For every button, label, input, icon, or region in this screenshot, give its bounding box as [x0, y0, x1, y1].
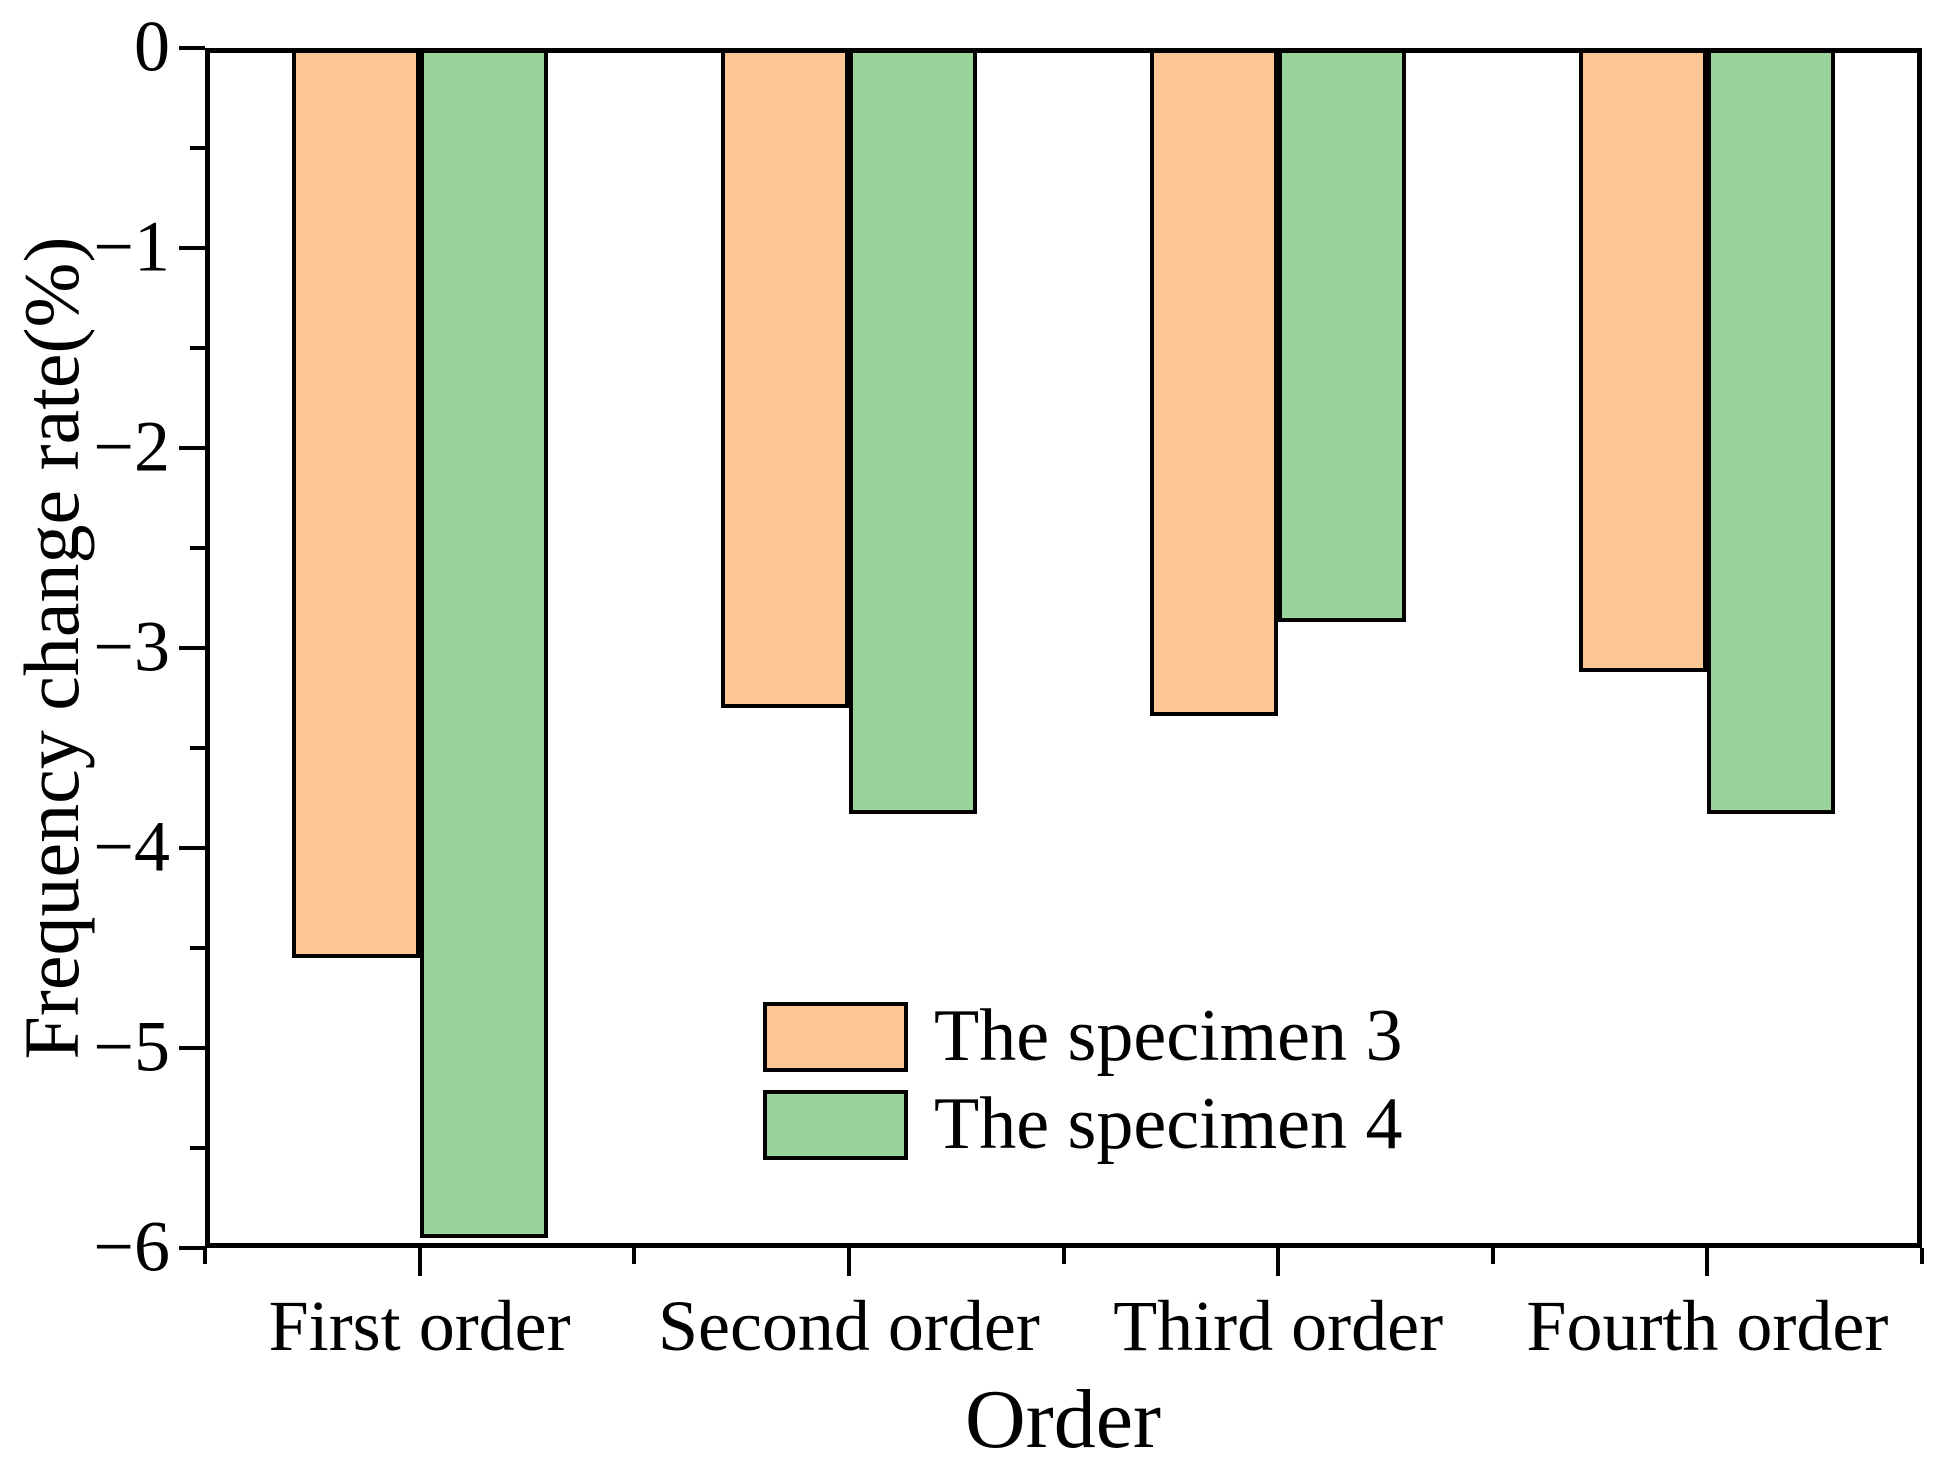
- x-tick-label: Third order: [1113, 1286, 1444, 1366]
- x-minor-tick: [1920, 1248, 1924, 1264]
- y-major-tick: [179, 246, 205, 250]
- y-major-tick: [179, 646, 205, 650]
- x-tick-label: Second order: [657, 1286, 1040, 1366]
- legend: The specimen 3 The specimen 4: [763, 995, 1403, 1173]
- x-minor-tick: [632, 1248, 637, 1264]
- plot-area: The specimen 3 The specimen 4 0 −1 −2 −3 −4 −5…: [93, 11, 1924, 1362]
- y-minor-tick: [190, 1146, 205, 1150]
- bar-fourth-order-the-specimen-4: [1707, 48, 1836, 814]
- y-minor-tick: [190, 146, 205, 150]
- x-minor-tick: [1061, 1248, 1066, 1264]
- y-major-tick: [179, 46, 205, 50]
- legend-swatch-icon: [763, 1089, 908, 1160]
- legend-label: The specimen 4: [934, 1082, 1403, 1165]
- y-major-tick: [179, 446, 205, 450]
- x-major-tick: [1276, 1248, 1281, 1276]
- legend-entry: The specimen 3: [763, 995, 1403, 1077]
- y-tick-label: −5: [93, 1006, 170, 1087]
- y-minor-tick: [190, 546, 205, 550]
- x-axis-title: Order: [965, 1373, 1161, 1466]
- bar-third-order-the-specimen-3: [1150, 48, 1279, 716]
- y-tick-label: −6: [93, 1206, 170, 1287]
- x-minor-tick: [203, 1248, 207, 1264]
- y-tick-label: 0: [134, 6, 170, 87]
- legend-swatch-icon: [763, 1001, 908, 1072]
- bar-first-order-the-specimen-4: [419, 48, 548, 1238]
- y-tick-label: −1: [93, 206, 170, 287]
- y-tick-label: −4: [93, 806, 170, 887]
- bar-second-order-the-specimen-4: [848, 48, 977, 814]
- legend-label: The specimen 3: [934, 995, 1403, 1077]
- x-tick-label: Fourth order: [1526, 1286, 1889, 1366]
- x-minor-tick: [1490, 1248, 1495, 1264]
- y-minor-tick: [190, 946, 205, 950]
- bar-second-order-the-specimen-3: [720, 48, 849, 708]
- bar-fourth-order-the-specimen-3: [1579, 48, 1708, 672]
- x-tick-label: First order: [268, 1286, 571, 1366]
- legend-entry: The specimen 4: [763, 1082, 1403, 1165]
- y-tick-label: −2: [93, 406, 170, 487]
- bar-third-order-the-specimen-4: [1278, 48, 1407, 622]
- x-major-tick: [1705, 1248, 1710, 1276]
- y-major-tick: [179, 1046, 205, 1050]
- y-tick-label: −3: [93, 606, 170, 687]
- bar-first-order-the-specimen-3: [291, 48, 420, 958]
- y-minor-tick: [190, 746, 205, 750]
- y-major-tick: [179, 1246, 205, 1250]
- x-major-tick: [417, 1248, 422, 1276]
- y-minor-tick: [190, 346, 205, 350]
- x-major-tick: [846, 1248, 851, 1276]
- y-major-tick: [179, 846, 205, 850]
